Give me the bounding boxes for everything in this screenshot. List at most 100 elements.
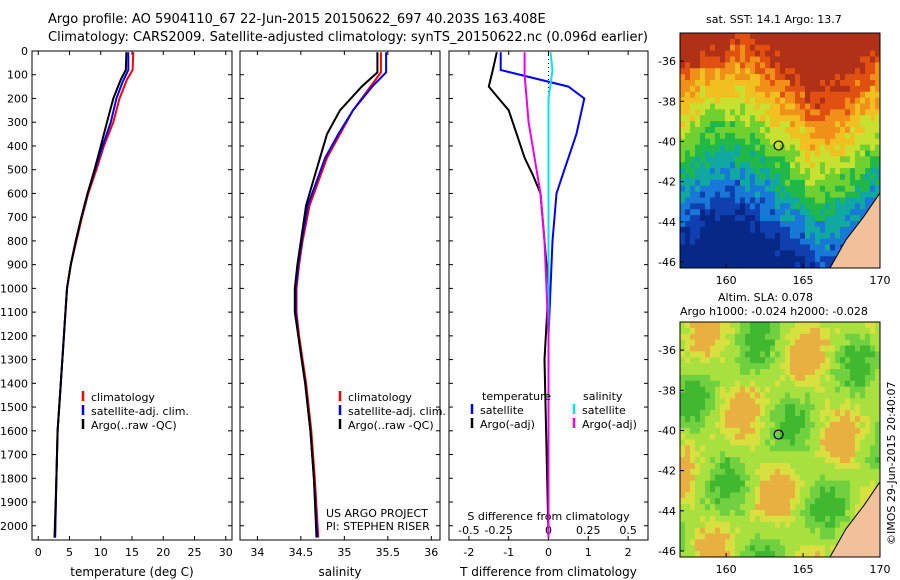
panel-frame-salinity (239, 50, 441, 541)
legend-label: satellite-adj. clim. (91, 405, 189, 418)
x-tick-label: 0 (545, 546, 552, 559)
climatology-title: Climatology: CARS2009. Satellite-adjuste… (48, 30, 648, 45)
depth-tick-label: 300 (7, 116, 28, 129)
map-lat-label: -38 (658, 95, 676, 108)
x-tick-label: 1 (585, 546, 592, 559)
series-line-difference-3 (523, 52, 550, 538)
legend-label: satellite (480, 404, 524, 417)
map-lat-label: -40 (658, 424, 676, 437)
depth-tick-label: 600 (7, 187, 28, 200)
map-lat-label: -36 (658, 344, 676, 357)
depth-tick-label: 800 (7, 235, 28, 248)
x-tick-label: 0 (35, 546, 42, 559)
series-line-difference-2 (547, 52, 554, 538)
depth-tick-label: 700 (7, 211, 28, 224)
sst-map-title: sat. SST: 14.1 Argo: 13.7 (706, 13, 842, 26)
sla-map-image (680, 322, 880, 557)
map-lat-label: -42 (658, 465, 676, 478)
depth-tick-label: 1400 (0, 377, 28, 390)
x-tick-label: 36 (424, 546, 438, 559)
x-tick-label: 34 (250, 546, 264, 559)
depth-tick-label: 1200 (0, 330, 28, 343)
depth-tick-label: 100 (7, 69, 28, 82)
x-tick-label: -2 (463, 546, 474, 559)
series-line-salinity-1 (294, 52, 388, 538)
legend-label: satellite (582, 404, 626, 417)
map-lon-label: 165 (793, 563, 814, 576)
legend-label: satellite-adj. clim. (348, 405, 446, 418)
legend-label: Argo(..raw -QC) (91, 419, 177, 432)
x-tick-label: 35 (337, 546, 351, 559)
legend-title-salinity: salinity (583, 390, 623, 403)
map-lon-label: 165 (793, 274, 814, 287)
legend-title-temperature: temperature (482, 390, 551, 403)
map-lat-label: -38 (658, 384, 676, 397)
x-tick-label: 34.5 (289, 546, 314, 559)
depth-tick-label: 900 (7, 259, 28, 272)
map-lat-label: -44 (658, 216, 676, 229)
depth-tick-label: 2000 (0, 520, 28, 533)
depth-tick-label: 1000 (0, 282, 28, 295)
sst-map-frame (679, 32, 881, 269)
x-tick-label: -1 (503, 546, 514, 559)
map-lat-label: -44 (658, 505, 676, 518)
depth-tick-label: 1900 (0, 496, 28, 509)
sst-map-image (680, 33, 880, 268)
imos-watermark: ©IMOS 29-Jun-2015 20:40:07 (885, 381, 898, 545)
x-tick-label: 15 (125, 546, 139, 559)
x-tick-label: 5 (66, 546, 73, 559)
sla-map-title: Altim. SLA: 0.078 (718, 291, 814, 304)
series-line-salinity-0 (295, 52, 382, 538)
depth-tick-label: 400 (7, 140, 28, 153)
x-axis-label: salinity (318, 565, 361, 579)
map-lon-label: 160 (716, 563, 737, 576)
map-lat-label: -46 (658, 545, 676, 558)
legend-label: climatology (348, 391, 412, 404)
map-lat-label: -36 (658, 55, 676, 68)
legend-label: Argo(-adj) (582, 418, 637, 431)
depth-tick-label: 1500 (0, 401, 28, 414)
top-tick-label: -0.5 (458, 524, 479, 537)
depth-tick-label: 500 (7, 164, 28, 177)
x-tick-label: 30 (219, 546, 233, 559)
project-annotation-2: PI: STEPHEN RISER (326, 520, 430, 533)
float-location-marker (773, 429, 784, 440)
x-tick-label: 10 (94, 546, 108, 559)
top-tick-label: 0.5 (619, 524, 637, 537)
map-lon-label: 160 (716, 274, 737, 287)
legend-label: Argo(..raw -QC) (348, 419, 434, 432)
top-tick-label: 0.25 (576, 524, 601, 537)
series-line-difference-1 (487, 51, 550, 538)
depth-tick-label: 1100 (0, 306, 28, 319)
map-lat-label: -40 (658, 135, 676, 148)
x-tick-label: 25 (188, 546, 202, 559)
panel-frame-temperature (31, 50, 233, 541)
top-tick-label: -0.25 (484, 524, 512, 537)
depth-tick-label: 1300 (0, 354, 28, 367)
series-line-salinity-2 (293, 52, 379, 538)
series-line-temperature-2 (53, 52, 128, 538)
x-tick-label: 20 (156, 546, 170, 559)
map-lat-label: -42 (658, 176, 676, 189)
depth-tick-label: 0 (21, 45, 28, 58)
project-annotation-1: US ARGO PROJECT (326, 507, 428, 520)
legend-label: Argo(-adj) (480, 418, 535, 431)
x-tick-label: 35.5 (376, 546, 401, 559)
map-lat-label: -46 (658, 256, 676, 269)
depth-tick-label: 1600 (0, 425, 28, 438)
float-location-marker (773, 140, 784, 151)
x-tick-label: 2 (625, 546, 632, 559)
x-axis-label: T difference from climatology (459, 565, 637, 579)
profile-title: Argo profile: AO 5904110_67 22-Jun-2015 … (48, 12, 546, 27)
depth-tick-label: 200 (7, 92, 28, 105)
map-lon-label: 170 (870, 274, 891, 287)
sla-map-frame (679, 321, 881, 558)
map-lon-label: 170 (870, 563, 891, 576)
sla-map-subtitle: Argo h1000: -0.024 h2000: -0.028 (680, 305, 868, 318)
depth-tick-label: 1700 (0, 449, 28, 462)
legend-label: climatology (91, 391, 155, 404)
depth-tick-label: 1800 (0, 472, 28, 485)
x-axis-label: temperature (deg C) (70, 565, 193, 579)
